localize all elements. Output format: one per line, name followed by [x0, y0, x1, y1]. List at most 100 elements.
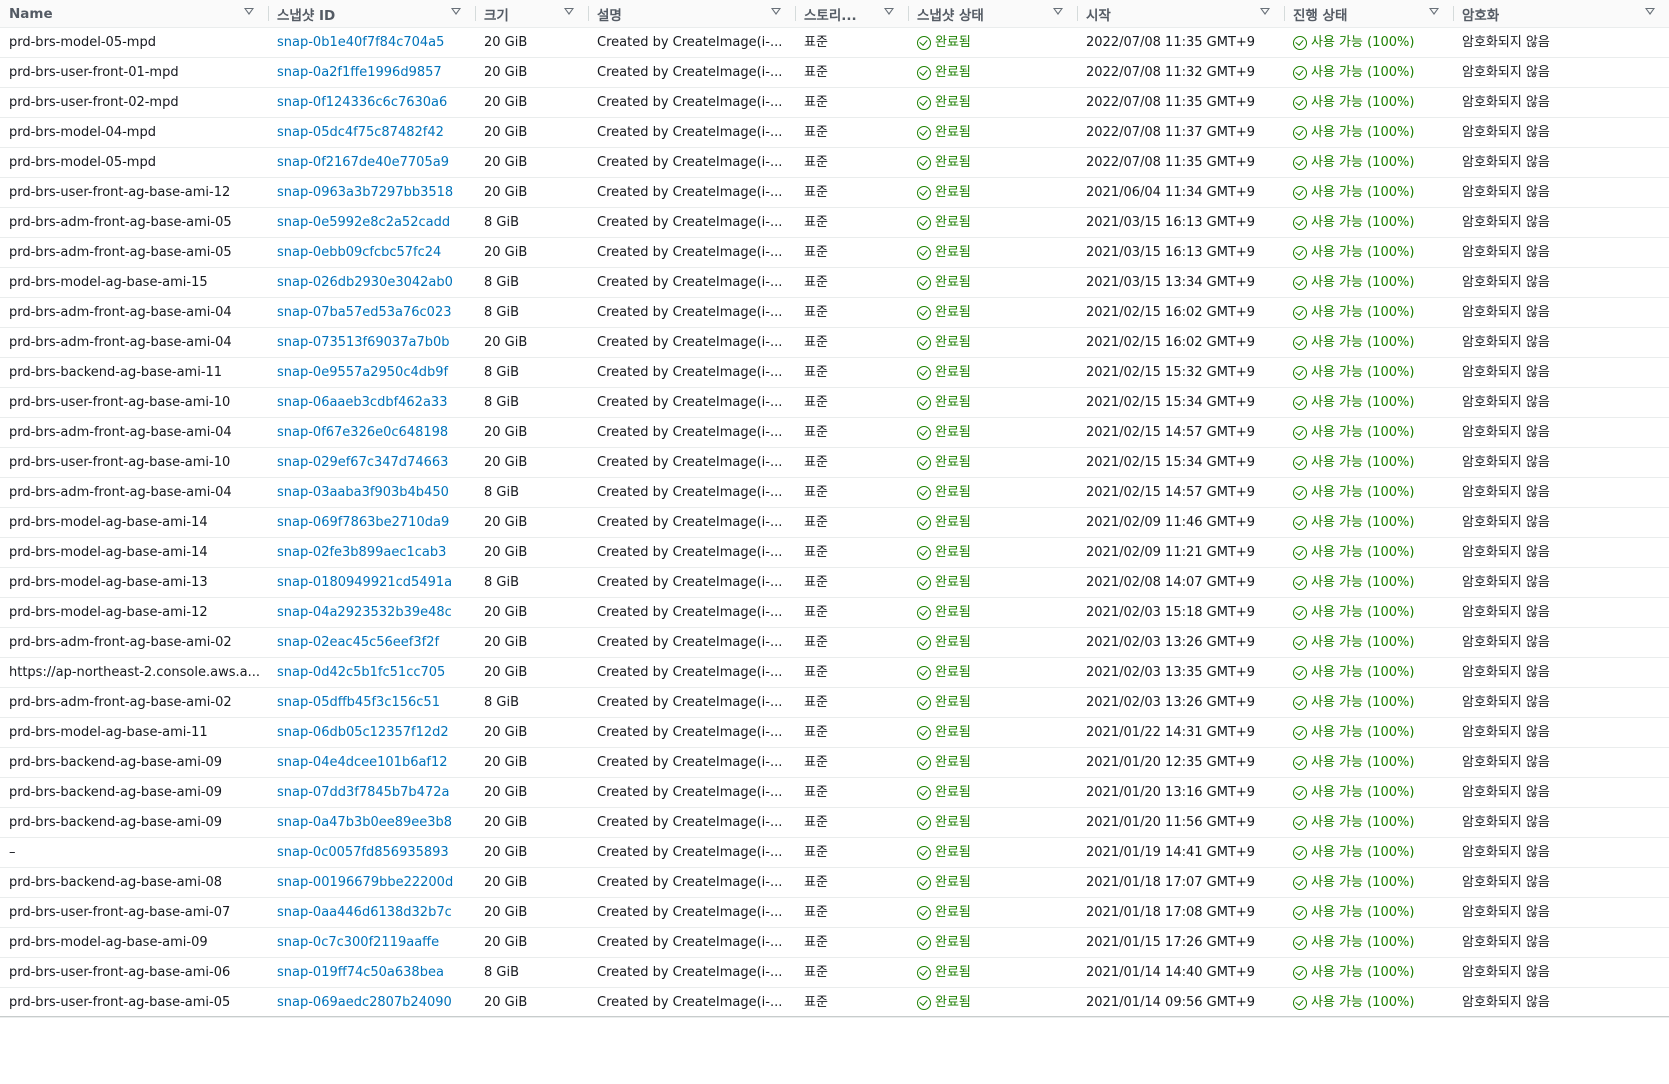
snapshot-id-link[interactable]: snap-0963a3b7297bb3518: [277, 185, 454, 200]
table-row[interactable]: prd-brs-model-ag-base-ami-09 snap-0c7c300…: [0, 928, 1669, 958]
snapshot-id-link[interactable]: snap-0d42c5b1fc51cc705: [277, 665, 446, 680]
table-row[interactable]: https://ap-northeast-2.console.aws.a... s…: [0, 658, 1669, 688]
progress-cell: 사용 가능 (100%): [1284, 208, 1453, 237]
sort-caret-icon[interactable]: [771, 8, 781, 15]
snapshot-id-link[interactable]: snap-069aedc2807b24090: [277, 995, 452, 1010]
sort-caret-icon[interactable]: [1429, 8, 1439, 15]
snapshot-id-link[interactable]: snap-0a2f1ffe1996d9857: [277, 65, 442, 80]
progress-cell: 사용 가능 (100%): [1284, 958, 1453, 987]
table-row[interactable]: prd-brs-model-05-mpd snap-0b1e40f7f84c704…: [0, 28, 1669, 58]
snapshot-id-link[interactable]: snap-0ebb09cfcbc57fc24: [277, 245, 442, 260]
snapshot-id-link[interactable]: snap-0f2167de40e7705a9: [277, 155, 449, 170]
started-time-cell: 2021/01/20 11:56 GMT+9: [1086, 815, 1256, 830]
snapshot-id-link[interactable]: snap-0b1e40f7f84c704a5: [277, 35, 445, 50]
column-header-storage[interactable]: 스토리...: [795, 0, 908, 27]
snapshot-id-link[interactable]: snap-069f7863be2710da9: [277, 515, 450, 530]
table-row[interactable]: – snap-0c0057fd856935893 20 GiB Created by …: [0, 838, 1669, 868]
table-row[interactable]: prd-brs-adm-front-ag-base-ami-04 snap-07b…: [0, 298, 1669, 328]
table-row[interactable]: prd-brs-user-front-ag-base-ami-10 snap-06…: [0, 388, 1669, 418]
column-header-name[interactable]: Name: [0, 0, 268, 27]
table-row[interactable]: prd-brs-user-front-01-mpd snap-0a2f1ffe19…: [0, 58, 1669, 88]
snapshot-id-link[interactable]: snap-0aa446d6138d32b7c: [277, 905, 452, 920]
table-row[interactable]: prd-brs-user-front-ag-base-ami-10 snap-02…: [0, 448, 1669, 478]
snapshot-id-link[interactable]: snap-04a2923532b39e48c: [277, 605, 452, 620]
storage-tier-cell: 표준: [804, 485, 828, 500]
sort-caret-icon[interactable]: [564, 8, 574, 15]
snapshot-id-link[interactable]: snap-026db2930e3042ab0: [277, 275, 453, 290]
table-row[interactable]: prd-brs-adm-front-ag-base-ami-04 snap-073…: [0, 328, 1669, 358]
status-indicator: 완료됨: [917, 868, 1071, 897]
storage-tier-cell: 표준: [804, 695, 828, 710]
table-row[interactable]: prd-brs-backend-ag-base-ami-08 snap-00196…: [0, 868, 1669, 898]
check-circle-icon: [917, 155, 931, 170]
snapshot-id-link[interactable]: snap-073513f69037a7b0b: [277, 335, 450, 350]
column-header-snapshot-status[interactable]: 스냅샷 상태: [908, 0, 1077, 27]
column-header-size[interactable]: 크기: [475, 0, 588, 27]
snapshot-id-link[interactable]: snap-06db05c12357f12d2: [277, 725, 449, 740]
snapshot-id-link[interactable]: snap-06aaeb3cdbf462a33: [277, 395, 448, 410]
table-row[interactable]: prd-brs-adm-front-ag-base-ami-04 snap-03a…: [0, 478, 1669, 508]
progress-indicator: 사용 가능 (100%): [1293, 748, 1447, 777]
column-header-progress[interactable]: 진행 상태: [1284, 0, 1453, 27]
size-cell: 8 GiB: [484, 275, 520, 290]
table-row[interactable]: prd-brs-backend-ag-base-ami-09 snap-04e4d…: [0, 748, 1669, 778]
snapshot-id-link[interactable]: snap-029ef67c347d74663: [277, 455, 449, 470]
table-row[interactable]: prd-brs-user-front-ag-base-ami-07 snap-0a…: [0, 898, 1669, 928]
check-circle-icon: [917, 455, 931, 470]
table-row[interactable]: prd-brs-adm-front-ag-base-ami-02 snap-05d…: [0, 688, 1669, 718]
snapshot-id-link[interactable]: snap-019ff74c50a638bea: [277, 965, 444, 980]
snapshot-id-link[interactable]: snap-02fe3b899aec1cab3: [277, 545, 447, 560]
snapshot-id-link[interactable]: snap-0f67e326e0c648198: [277, 425, 449, 440]
column-header-snapshot-id[interactable]: 스냅샷 ID: [268, 0, 475, 27]
table-row[interactable]: prd-brs-adm-front-ag-base-ami-05 snap-0e5…: [0, 208, 1669, 238]
snapshot-id-link[interactable]: snap-07dd3f7845b7b472a: [277, 785, 450, 800]
table-row[interactable]: prd-brs-adm-front-ag-base-ami-02 snap-02e…: [0, 628, 1669, 658]
table-row[interactable]: prd-brs-adm-front-ag-base-ami-05 snap-0eb…: [0, 238, 1669, 268]
sort-caret-icon[interactable]: [1645, 8, 1655, 15]
sort-caret-icon[interactable]: [884, 8, 894, 15]
snapshot-id-link[interactable]: snap-02eac45c56eef3f2f: [277, 635, 440, 650]
table-row[interactable]: prd-brs-user-front-ag-base-ami-12 snap-09…: [0, 178, 1669, 208]
sort-caret-icon[interactable]: [1260, 8, 1270, 15]
sort-caret-icon[interactable]: [451, 8, 461, 15]
table-row[interactable]: prd-brs-backend-ag-base-ami-09 snap-0a47b…: [0, 808, 1669, 838]
table-row[interactable]: prd-brs-user-front-ag-base-ami-06 snap-01…: [0, 958, 1669, 988]
table-row[interactable]: prd-brs-model-04-mpd snap-05dc4f75c87482f…: [0, 118, 1669, 148]
snapshot-id-link[interactable]: snap-0e9557a2950c4db9f: [277, 365, 449, 380]
snapshot-id-link[interactable]: snap-0c0057fd856935893: [277, 845, 449, 860]
table-row[interactable]: prd-brs-backend-ag-base-ami-09 snap-07dd3…: [0, 778, 1669, 808]
table-row[interactable]: prd-brs-model-ag-base-ami-14 snap-02fe3b8…: [0, 538, 1669, 568]
snapshot-id-link[interactable]: snap-0e5992e8c2a52cadd: [277, 215, 451, 230]
snapshot-id-link[interactable]: snap-04e4dcee101b6af12: [277, 755, 448, 770]
snapshot-id-link[interactable]: snap-0f124336c6c7630a6: [277, 95, 448, 110]
column-label: 진행 상태: [1293, 7, 1348, 24]
column-header-description[interactable]: 설명: [588, 0, 795, 27]
table-row[interactable]: prd-brs-backend-ag-base-ami-11 snap-0e955…: [0, 358, 1669, 388]
sort-caret-icon[interactable]: [244, 8, 254, 15]
sort-caret-icon[interactable]: [1053, 8, 1063, 15]
description-cell: Created by CreateImage(i-...: [597, 635, 783, 650]
description-cell: Created by CreateImage(i-...: [597, 365, 783, 380]
table-row[interactable]: prd-brs-user-front-02-mpd snap-0f124336c6…: [0, 88, 1669, 118]
snapshot-id-link[interactable]: snap-03aaba3f903b4b450: [277, 485, 449, 500]
table-row[interactable]: prd-brs-model-ag-base-ami-11 snap-06db05c…: [0, 718, 1669, 748]
snapshot-id-link[interactable]: snap-07ba57ed53a76c023: [277, 305, 452, 320]
snapshot-id-link[interactable]: snap-0c7c300f2119aaffe: [277, 935, 440, 950]
table-row[interactable]: prd-brs-model-ag-base-ami-15 snap-026db29…: [0, 268, 1669, 298]
storage-tier-cell: 표준: [804, 515, 828, 530]
table-row[interactable]: prd-brs-model-ag-base-ami-12 snap-04a2923…: [0, 598, 1669, 628]
column-header-encryption[interactable]: 암호화: [1453, 0, 1669, 27]
table-row[interactable]: prd-brs-model-ag-base-ami-14 snap-069f786…: [0, 508, 1669, 538]
status-indicator: 완료됨: [917, 208, 1071, 237]
snapshot-id-link[interactable]: snap-05dc4f75c87482f42: [277, 125, 444, 140]
snapshot-id-link[interactable]: snap-0a47b3b0ee89ee3b8: [277, 815, 453, 830]
snapshot-id-link[interactable]: snap-0180949921cd5491a: [277, 575, 453, 590]
snapshot-id-link[interactable]: snap-05dffb45f3c156c51: [277, 695, 440, 710]
snapshot-id-link[interactable]: snap-00196679bbe22200d: [277, 875, 454, 890]
encryption-cell: 암호화되지 않음: [1462, 815, 1550, 830]
table-row[interactable]: prd-brs-user-front-ag-base-ami-05 snap-06…: [0, 988, 1669, 1018]
table-row[interactable]: prd-brs-model-05-mpd snap-0f2167de40e7705…: [0, 148, 1669, 178]
column-header-started[interactable]: 시작: [1077, 0, 1284, 27]
table-row[interactable]: prd-brs-adm-front-ag-base-ami-04 snap-0f6…: [0, 418, 1669, 448]
table-row[interactable]: prd-brs-model-ag-base-ami-13 snap-0180949…: [0, 568, 1669, 598]
